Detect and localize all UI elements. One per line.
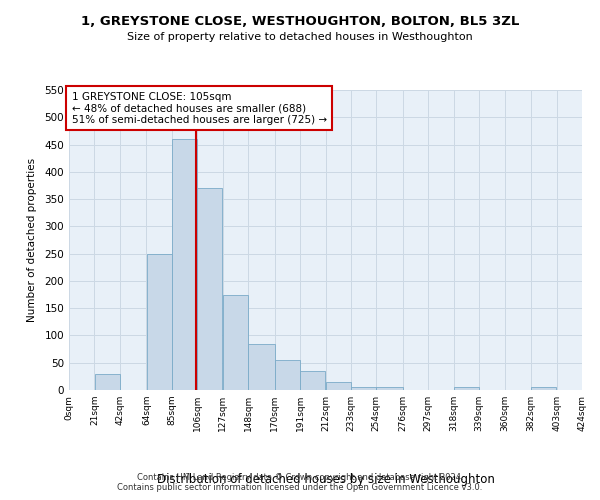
Bar	[376, 388, 403, 390]
Bar	[95, 374, 119, 390]
Text: Size of property relative to detached houses in Westhoughton: Size of property relative to detached ho…	[127, 32, 473, 42]
Y-axis label: Number of detached properties: Number of detached properties	[28, 158, 37, 322]
Bar	[146, 254, 172, 390]
Bar	[300, 371, 325, 390]
Bar	[275, 360, 300, 390]
Bar	[197, 188, 223, 390]
Bar	[248, 344, 275, 390]
Text: 1 GREYSTONE CLOSE: 105sqm
← 48% of detached houses are smaller (688)
51% of semi: 1 GREYSTONE CLOSE: 105sqm ← 48% of detac…	[71, 92, 326, 124]
Text: Contains HM Land Registry data © Crown copyright and database right 2024.
Contai: Contains HM Land Registry data © Crown c…	[118, 473, 482, 492]
Bar	[351, 388, 376, 390]
Bar	[532, 388, 556, 390]
Bar	[223, 294, 248, 390]
Bar	[172, 139, 197, 390]
X-axis label: Distribution of detached houses by size in Westhoughton: Distribution of detached houses by size …	[157, 473, 494, 486]
Text: 1, GREYSTONE CLOSE, WESTHOUGHTON, BOLTON, BL5 3ZL: 1, GREYSTONE CLOSE, WESTHOUGHTON, BOLTON…	[81, 15, 519, 28]
Bar	[326, 382, 351, 390]
Bar	[454, 388, 479, 390]
